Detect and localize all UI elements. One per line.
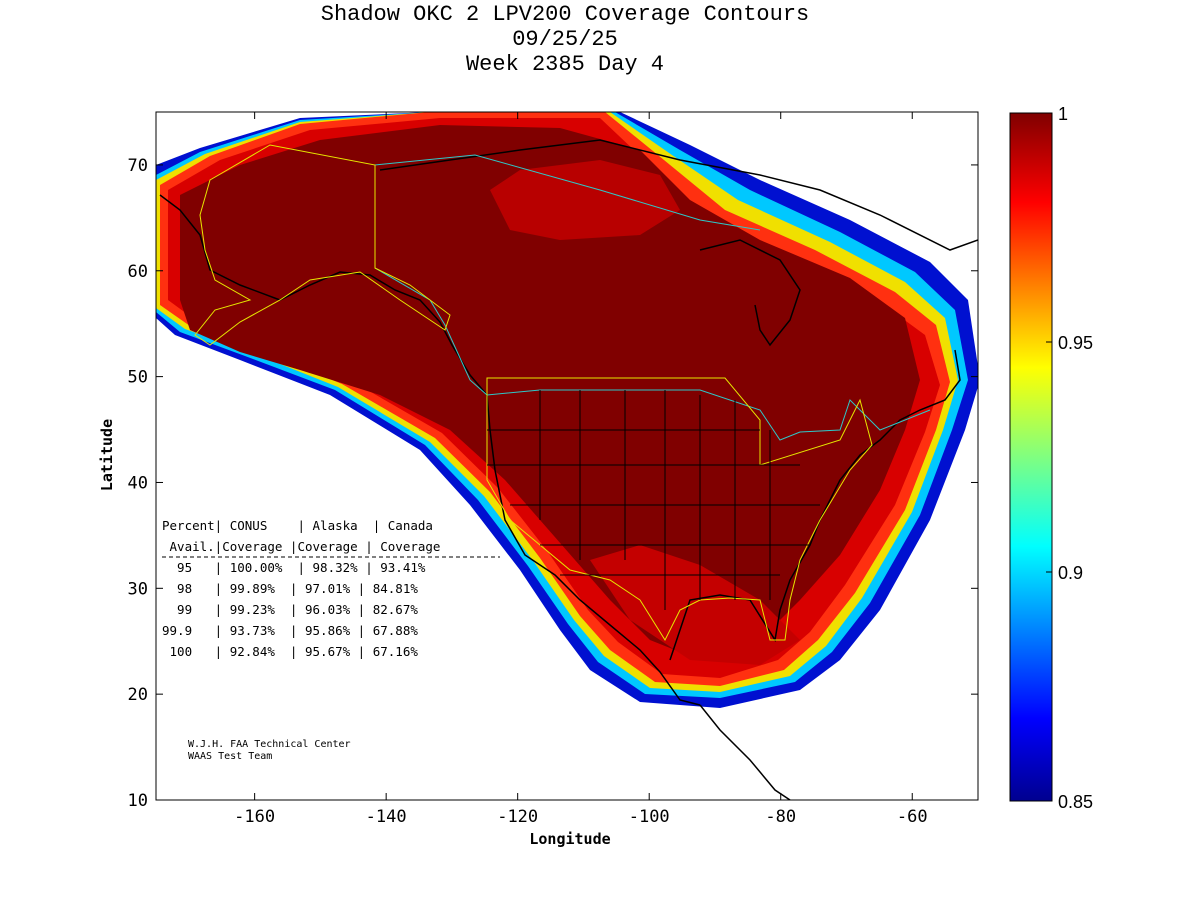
x-tick-label: -160 — [234, 807, 275, 827]
coverage-contours — [156, 112, 978, 708]
credit-line-2: WAAS Test Team — [188, 751, 272, 762]
coverage-stats-table: Percent| CONUS | Alaska | Canada Avail.|… — [162, 518, 500, 659]
alaska-boundary-yellow — [194, 144, 451, 346]
coastline-east — [819, 349, 961, 521]
y-tick-label: 50 — [128, 368, 148, 388]
x-tick-label: -100 — [629, 807, 670, 827]
table-header-row-2: Avail.|Coverage |Coverage | Coverage — [162, 539, 440, 554]
us-canada-border-cyan — [374, 154, 931, 441]
y-axis-ticks: 10 20 30 40 50 60 70 — [128, 156, 978, 811]
y-tick-label: 70 — [128, 156, 148, 176]
y-tick-label: 60 — [128, 262, 148, 282]
coastline-arctic — [379, 139, 978, 251]
coastline-central-america — [699, 704, 791, 800]
colorbar-label-085: 0.85 — [1058, 792, 1093, 812]
x-axis-label: Longitude — [529, 830, 610, 848]
colorbar-label-090: 0.9 — [1058, 563, 1083, 583]
title-line-1: Shadow OKC 2 LPV200 Coverage Contours — [320, 2, 810, 27]
x-tick-label: -140 — [366, 807, 407, 827]
table-row: 99 | 99.23% | 96.03% | 82.67% — [162, 602, 418, 617]
colorbar-label-1: 1 — [1058, 104, 1068, 124]
credit-line-1: W.J.H. FAA Technical Center — [188, 739, 351, 750]
colorbar-label-095: 0.95 — [1058, 333, 1093, 353]
x-tick-label: -80 — [765, 807, 796, 827]
title-line-2: 09/25/25 — [512, 27, 618, 52]
colorbar — [1009, 112, 1053, 802]
us-state-lines — [487, 390, 820, 610]
title-line-3: Week 2385 Day 4 — [465, 52, 665, 77]
y-axis-label: Latitude — [98, 419, 116, 491]
y-tick-label: 10 — [128, 791, 148, 811]
table-row: 95 | 100.00% | 98.32% | 93.41% — [162, 560, 426, 575]
table-row: 100 | 92.84% | 95.67% | 67.16% — [162, 644, 418, 659]
conus-boundary-yellow — [486, 377, 873, 642]
coastline-west-coast — [486, 394, 701, 706]
x-axis-ticks: -160 -140 -120 -100 -80 -60 — [234, 112, 928, 827]
table-row: 98 | 99.89% | 97.01% | 84.81% — [162, 581, 418, 596]
y-tick-label: 30 — [128, 579, 148, 599]
y-tick-label: 20 — [128, 685, 148, 705]
y-tick-label: 40 — [128, 473, 148, 493]
coastline-hudson-bay — [699, 239, 801, 347]
x-tick-label: -120 — [497, 807, 538, 827]
coastline-alaska — [159, 194, 488, 396]
political-boundaries — [194, 144, 931, 642]
contour-pocket-canada — [490, 160, 680, 240]
table-header-row-1: Percent| CONUS | Alaska | Canada — [162, 518, 433, 533]
x-tick-label: -60 — [897, 807, 928, 827]
plot-frame — [155, 111, 979, 801]
table-row: 99.9 | 93.73% | 95.86% | 67.88% — [162, 623, 418, 638]
